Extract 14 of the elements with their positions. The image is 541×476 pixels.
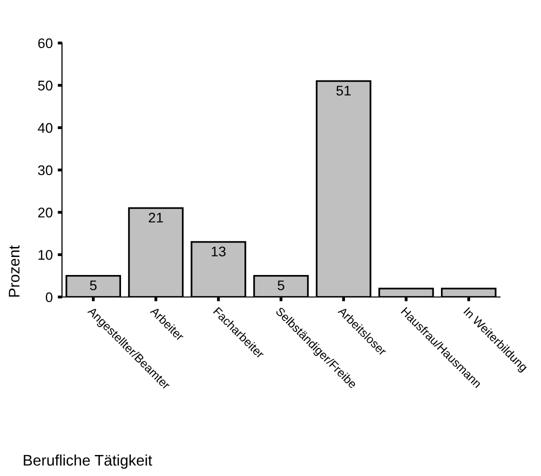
y-tick-label: 30 [38, 165, 52, 176]
y-tick-label: 60 [38, 38, 52, 48]
y-tick-label: 20 [38, 208, 52, 218]
y-axis-title: Prozent [8, 245, 20, 297]
data-label: 5 [90, 280, 97, 290]
data-label: 5 [278, 280, 284, 290]
y-tick-label: 50 [38, 80, 52, 91]
y-tick-label: 0 [46, 292, 52, 302]
y-tick-label: 10 [38, 250, 52, 260]
x-axis-title: Berufliche Tätigkeit [24, 454, 152, 469]
data-label: 13 [212, 246, 226, 256]
data-label: 21 [148, 212, 163, 222]
data-label: 51 [336, 86, 351, 96]
y-tick-label: 40 [38, 123, 52, 133]
